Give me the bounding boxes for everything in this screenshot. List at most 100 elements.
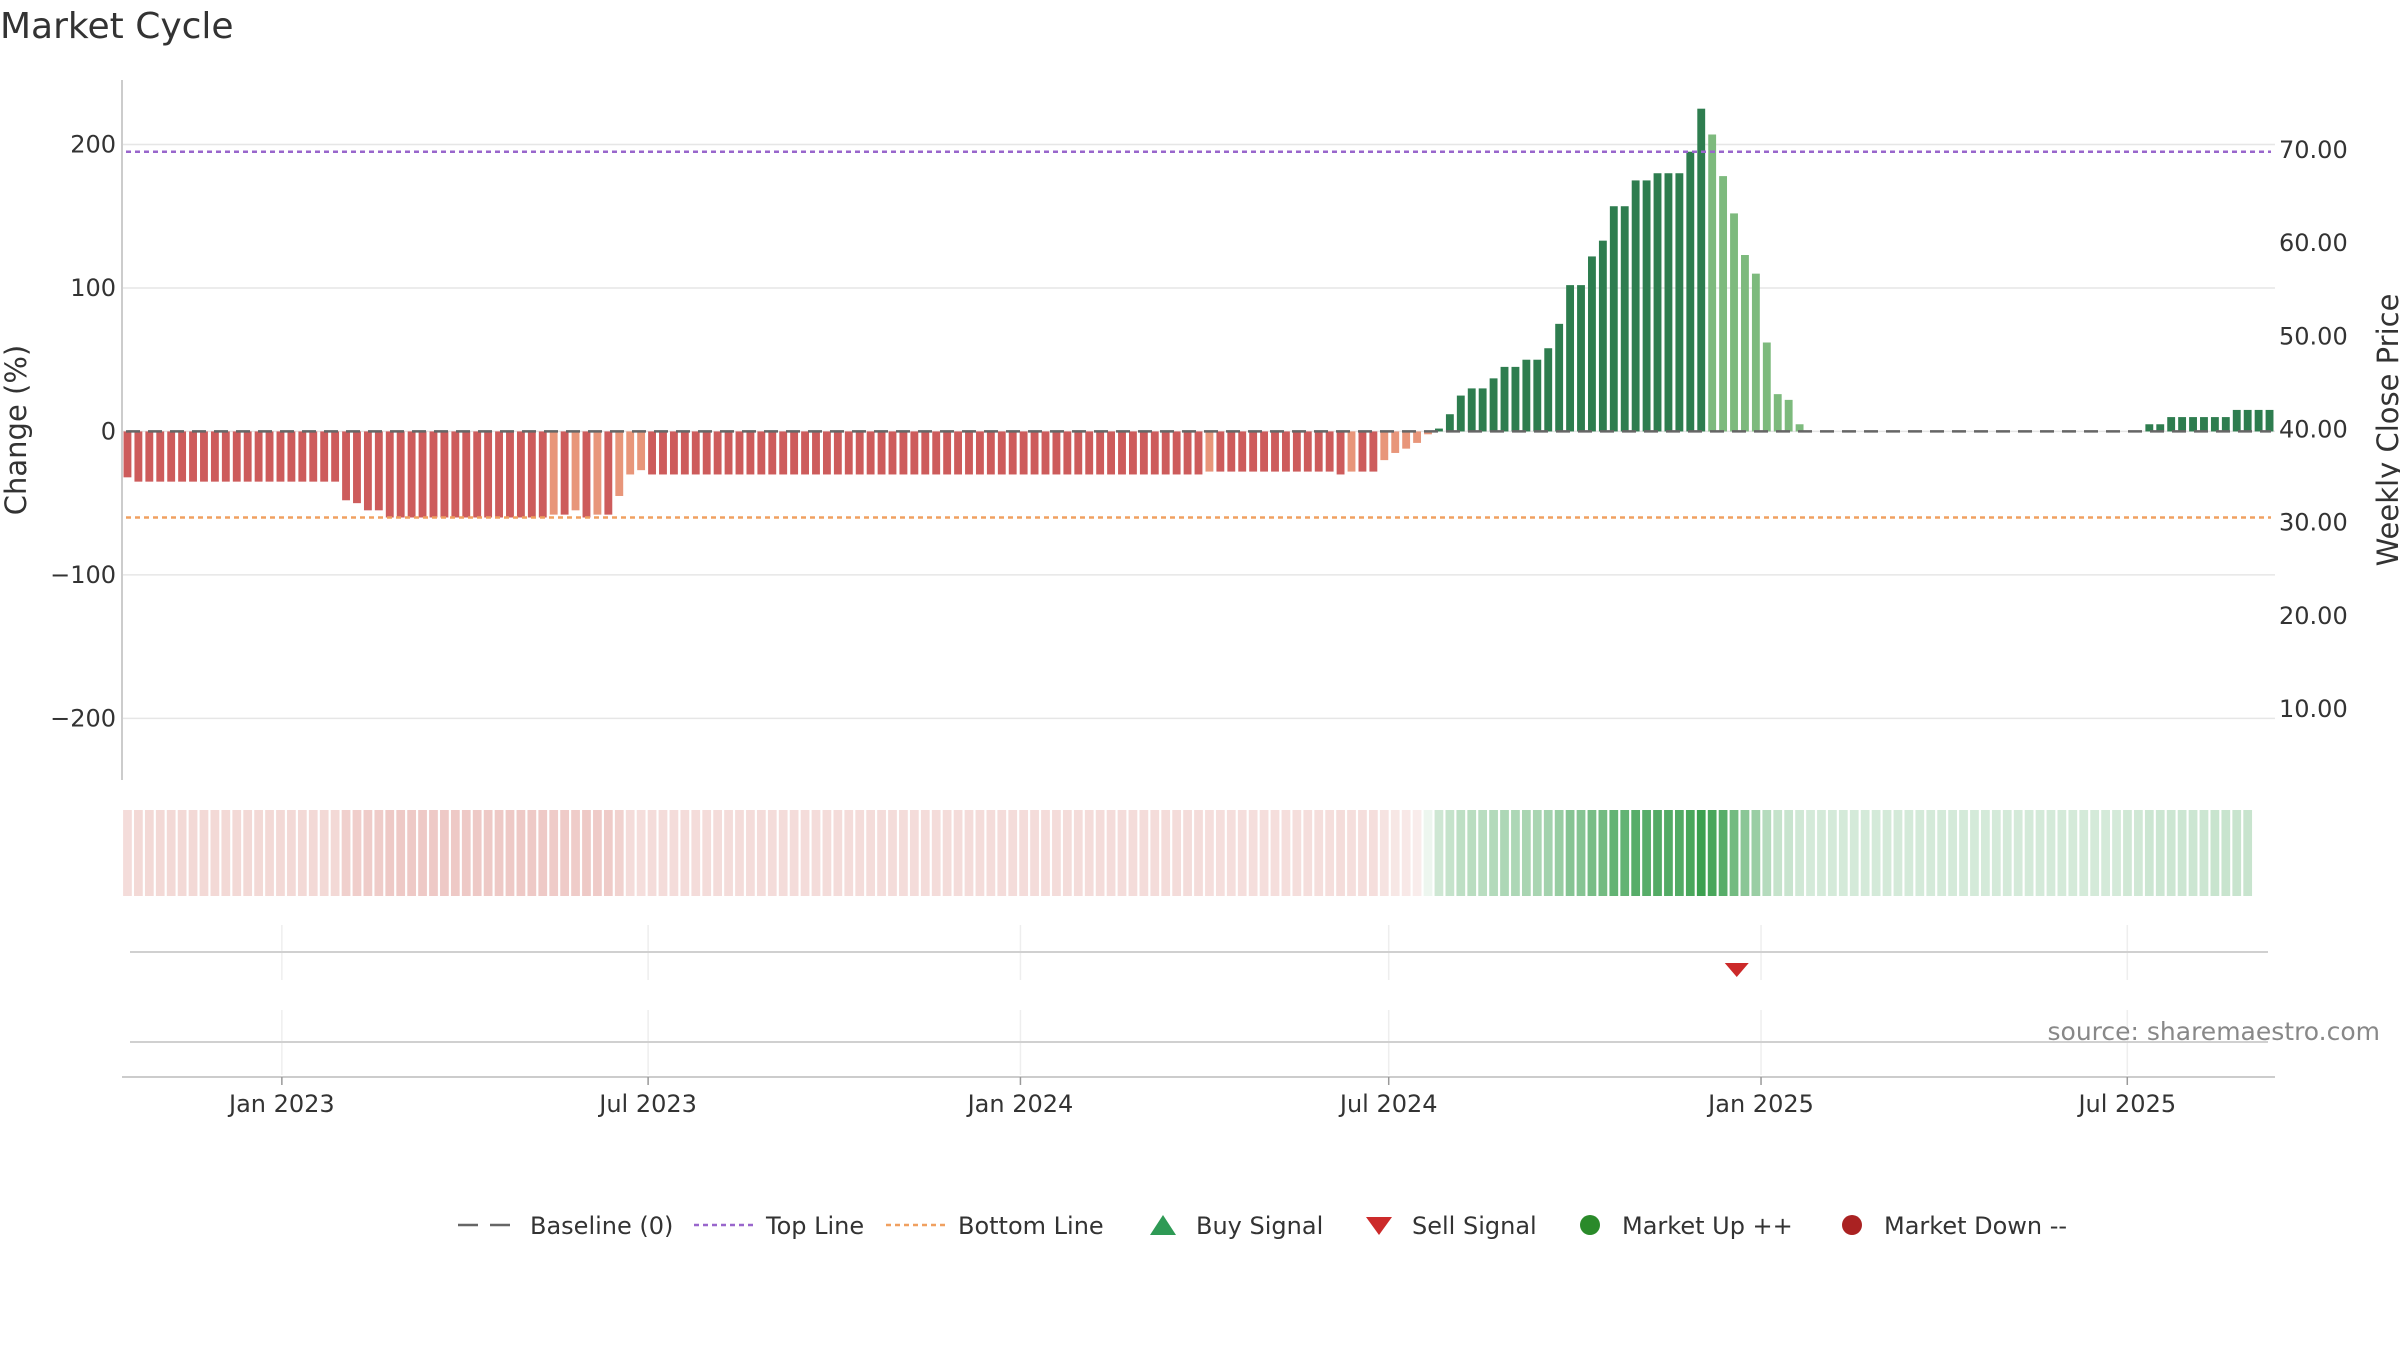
- heat-cell: [341, 810, 351, 896]
- heat-cell: [647, 810, 657, 896]
- heat-cell: [1565, 810, 1575, 896]
- bar: [1697, 108, 1706, 432]
- heat-cell: [1325, 810, 1335, 896]
- bar: [1194, 431, 1203, 475]
- legend-label: Market Up ++: [1622, 1212, 1793, 1240]
- heat-cell: [1183, 810, 1192, 896]
- heat-cell: [144, 810, 154, 896]
- bar: [768, 431, 777, 475]
- heat-cell: [1653, 810, 1662, 896]
- heat-cell: [1062, 810, 1072, 896]
- heat-cell: [1248, 810, 1258, 896]
- left-y-axis: 200 100 0 −100 −200: [50, 80, 123, 780]
- heat-cell: [2210, 810, 2220, 896]
- legend: Baseline (0) Top Line Bottom Line Buy Signa…: [458, 1212, 2067, 1240]
- bar: [1795, 424, 1804, 432]
- buy-signal-icon: [1150, 1215, 1176, 1235]
- bar: [407, 431, 416, 518]
- heat-cell: [527, 810, 537, 896]
- bar: [812, 431, 820, 475]
- bar: [189, 431, 197, 482]
- heat-cell: [1762, 810, 1772, 896]
- heat-cell: [1576, 810, 1586, 896]
- bar: [1631, 180, 1640, 432]
- bar: [353, 431, 361, 504]
- bar: [1577, 285, 1585, 432]
- heat-cell: [1664, 810, 1673, 896]
- bar: [855, 431, 864, 475]
- heat-cell: [2079, 810, 2089, 896]
- heat-cell: [1904, 810, 1914, 896]
- heat-cell: [1194, 810, 1203, 896]
- heat-cell: [254, 810, 263, 896]
- legend-label: Sell Signal: [1412, 1212, 1537, 1240]
- heat-cell: [669, 810, 679, 896]
- heat-cell: [1434, 810, 1444, 896]
- y2-tick-label: 70.00: [2279, 136, 2348, 164]
- bar: [1249, 431, 1258, 472]
- bar: [123, 431, 132, 478]
- bar: [1150, 431, 1159, 475]
- heat-cell: [2024, 810, 2034, 896]
- bar: [1413, 431, 1422, 443]
- bar: [1773, 394, 1782, 432]
- bar: [866, 431, 875, 475]
- bar: [1096, 431, 1105, 475]
- bar: [1478, 388, 1487, 432]
- heat-cell: [1915, 810, 1925, 896]
- heat-cell: [1019, 810, 1029, 896]
- x-tick-label: Jan 2025: [1706, 1090, 1814, 1118]
- heat-cell: [1828, 810, 1837, 896]
- bar: [1751, 273, 1760, 432]
- heat-cell: [1926, 810, 1936, 896]
- heat-cell: [986, 810, 996, 896]
- bar: [571, 431, 580, 511]
- heat-cell: [2046, 810, 2056, 896]
- heat-cell: [1368, 810, 1378, 896]
- y-tick-label: 0: [101, 417, 116, 445]
- sell-signal-icon: [1366, 1217, 1392, 1235]
- heat-cell: [1959, 810, 1968, 896]
- bar: [374, 431, 383, 511]
- bar: [2243, 409, 2252, 432]
- heat-cell: [287, 810, 296, 896]
- y2-tick-label: 60.00: [2279, 229, 2348, 257]
- heat-cell: [1030, 810, 1039, 896]
- bar: [1730, 213, 1738, 432]
- bar: [1303, 431, 1312, 472]
- bar: [254, 431, 263, 482]
- bar: [1183, 431, 1192, 475]
- bar: [735, 431, 744, 475]
- bar: [965, 431, 973, 475]
- heat-cell: [1554, 810, 1564, 896]
- heat-cell: [2199, 810, 2209, 896]
- heat-cell: [1336, 810, 1345, 896]
- heat-cell: [516, 810, 526, 896]
- heat-cell: [1041, 810, 1050, 896]
- bar: [691, 431, 700, 475]
- bar: [648, 431, 656, 475]
- bar: [134, 431, 143, 482]
- bar: [1653, 173, 1662, 432]
- heat-cell: [407, 810, 416, 896]
- bar: [822, 431, 831, 475]
- heat-cell: [1073, 810, 1083, 896]
- heat-cell: [221, 810, 231, 896]
- heat-cell: [1773, 810, 1783, 896]
- bar: [910, 431, 919, 475]
- heat-cell: [582, 810, 591, 896]
- bar: [484, 431, 493, 518]
- legend-label: Buy Signal: [1196, 1212, 1323, 1240]
- heat-cell: [166, 810, 176, 896]
- heat-cell: [614, 810, 624, 896]
- bar: [2254, 409, 2263, 432]
- bar: [1544, 348, 1553, 432]
- heat-cell: [1718, 810, 1728, 896]
- heat-cell: [396, 810, 406, 896]
- bar: [1063, 431, 1072, 475]
- bar: [178, 431, 187, 482]
- heat-cell: [2134, 810, 2143, 896]
- bar: [451, 431, 460, 518]
- bar: [1489, 378, 1498, 432]
